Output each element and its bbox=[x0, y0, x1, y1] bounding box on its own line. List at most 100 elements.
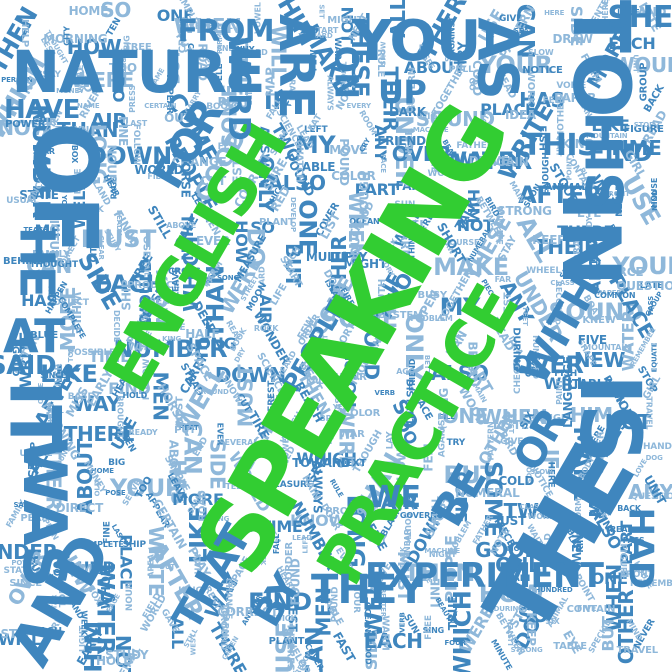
small-word-correct: CORRECT bbox=[217, 605, 279, 620]
small-word-eye: EYE bbox=[576, 206, 602, 221]
medium-word-find: FIND bbox=[588, 139, 653, 168]
small-word-sure: SURE bbox=[267, 394, 288, 403]
small-word-five: FIVE bbox=[577, 333, 607, 348]
small-word-start: START bbox=[310, 26, 339, 36]
small-word-state: STATE bbox=[19, 187, 59, 202]
medium-word-water: WATER bbox=[440, 147, 532, 176]
medium-word-each: EACH bbox=[608, 33, 656, 53]
small-word-fly: FLY bbox=[217, 141, 235, 152]
medium-word-him: HIM bbox=[569, 402, 613, 427]
small-word-machine: MACHINE bbox=[412, 126, 449, 135]
small-word-change: CHANGE bbox=[171, 155, 227, 170]
medium-word-my: MY bbox=[294, 131, 336, 160]
small-word-front: FRONT bbox=[603, 190, 630, 199]
major-word-are: ARE bbox=[268, 13, 325, 119]
small-word-able: ABLE bbox=[301, 159, 336, 174]
small-word-surface: SURFACE bbox=[141, 323, 186, 334]
small-word-why: WHY bbox=[233, 44, 255, 54]
small-word-home: HOME bbox=[90, 467, 114, 476]
small-word-mind: MIND bbox=[651, 190, 660, 212]
small-word-special: SPECIAL bbox=[568, 203, 605, 213]
small-word-numeral: NUMERAL bbox=[455, 486, 520, 501]
small-word-say: SAY bbox=[42, 70, 61, 81]
medium-word-one: ONE bbox=[441, 403, 489, 428]
small-word-feel: FEEL bbox=[395, 217, 427, 232]
medium-word-when: WHEN bbox=[479, 405, 548, 430]
major-word-have: HAVE bbox=[4, 95, 80, 125]
medium-word-down: DOWN bbox=[86, 142, 172, 171]
small-word-drive: DRIVE bbox=[468, 153, 509, 168]
small-word-food: FOOD bbox=[363, 639, 373, 665]
medium-word-air: AIR bbox=[90, 108, 128, 133]
major-word-at: AT bbox=[3, 309, 65, 363]
medium-word-must: MUST bbox=[80, 225, 157, 254]
small-word-equate: EQUATE bbox=[650, 342, 659, 373]
medium-word-find: FIND bbox=[248, 587, 312, 616]
major-word-they: THEY bbox=[311, 567, 426, 613]
medium-word-any: ANY bbox=[628, 480, 672, 505]
medium-word-will: WILL bbox=[543, 373, 587, 393]
major-word-she: SHE bbox=[607, 0, 672, 35]
small-word-hold: HOLD bbox=[122, 390, 148, 400]
small-word-world: WORLD bbox=[134, 163, 184, 178]
medium-word-know: KNOW bbox=[290, 511, 346, 531]
medium-word-over: OVER bbox=[512, 351, 584, 380]
major-word-as: AS bbox=[464, 17, 530, 99]
small-word-color: COLOR bbox=[343, 408, 381, 420]
small-word-love: LOVE bbox=[617, 8, 640, 18]
medium-word-so: SO bbox=[100, 0, 131, 23]
small-word-table: TABLE bbox=[553, 641, 587, 653]
small-word-move: MOVE bbox=[329, 143, 368, 158]
small-word-work: WORK bbox=[527, 511, 556, 521]
small-word-develop: DEVELOP bbox=[288, 196, 297, 233]
major-word-from: FROM bbox=[177, 14, 275, 49]
small-word-mother: MOTHER bbox=[506, 545, 540, 554]
medium-word-not: NOT bbox=[604, 409, 652, 434]
small-word-sing: SING bbox=[422, 626, 445, 636]
small-word-done: DONE bbox=[404, 181, 426, 189]
medium-word-will: WILL bbox=[0, 630, 41, 650]
small-word-might: MIGHT bbox=[327, 15, 364, 27]
small-word-notice: NOTICE bbox=[522, 65, 563, 77]
small-word-fish: FISH bbox=[554, 368, 578, 379]
small-word-hand: HAND bbox=[642, 442, 672, 453]
small-word-four: FOUR bbox=[444, 638, 466, 647]
small-word-cry: CRY bbox=[367, 534, 387, 545]
medium-word-about: ABOUT bbox=[403, 58, 465, 78]
small-word-pose: POSE bbox=[105, 489, 126, 498]
small-word-every: EVERY bbox=[346, 101, 372, 110]
small-word-give: GIVE bbox=[499, 14, 523, 25]
small-word-enough: ENOUGH bbox=[521, 413, 570, 425]
small-word-tell: TELL bbox=[225, 482, 246, 492]
medium-word-each: EACH bbox=[363, 629, 423, 654]
medium-word-two: TWO bbox=[503, 499, 556, 524]
small-word-measure: MEASURE bbox=[265, 480, 313, 490]
medium-word-has: HAS bbox=[519, 87, 565, 112]
small-word-cold: COLD bbox=[498, 474, 535, 489]
medium-word-air: AIR bbox=[380, 489, 419, 514]
small-word-pose: POSE bbox=[140, 228, 152, 258]
medium-word-can: CAN bbox=[26, 253, 72, 278]
medium-word-your: YOUR bbox=[479, 50, 553, 79]
small-word-hold: HOLD bbox=[96, 653, 133, 668]
small-word-might: MIGHT bbox=[343, 256, 387, 271]
medium-word-there: THERE bbox=[557, 222, 614, 242]
small-word-paper: PAPER bbox=[554, 90, 597, 105]
small-word-blue: BLUE bbox=[30, 329, 58, 341]
medium-word-how: HOW bbox=[478, 579, 545, 608]
small-word-give: GIVE bbox=[500, 436, 524, 447]
medium-word-sound: SOUND bbox=[548, 298, 644, 327]
small-word-multiply: MULTIPLY bbox=[305, 250, 368, 265]
small-word-wood: WOOD bbox=[427, 168, 460, 179]
small-word-class: CLASS bbox=[550, 278, 575, 287]
small-word-base: BASE bbox=[67, 392, 94, 402]
small-word-ever: EVER bbox=[195, 233, 230, 248]
medium-word-after: AFTER bbox=[518, 181, 602, 210]
small-word-stop: STOP bbox=[633, 120, 655, 129]
small-word-out: OUT bbox=[159, 562, 176, 571]
small-word-teach: TEACH bbox=[23, 226, 49, 235]
medium-word-so: SO bbox=[250, 217, 275, 237]
small-word-plant: PLANT bbox=[268, 635, 305, 647]
small-word-area: AREA bbox=[146, 554, 156, 579]
